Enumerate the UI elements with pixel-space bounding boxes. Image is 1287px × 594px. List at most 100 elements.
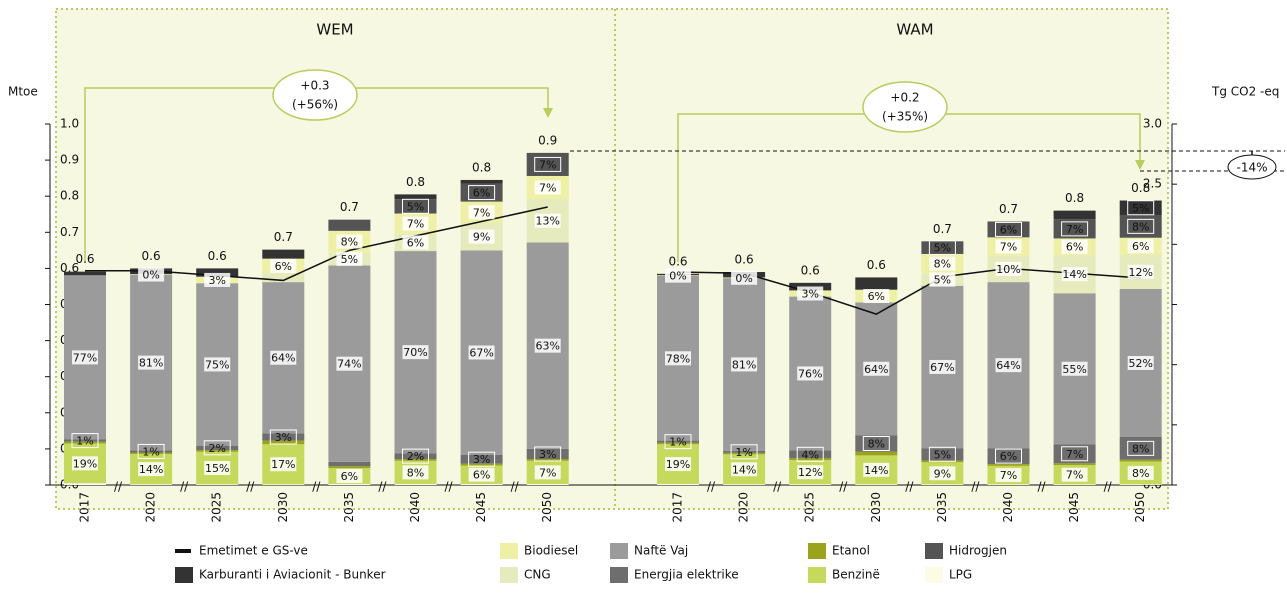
x-tick-label: 2025: [803, 492, 817, 523]
bar-segment: [394, 459, 437, 461]
bar-segment: [394, 483, 437, 485]
percent-label: 4%: [796, 446, 824, 462]
label-text: 12%: [1128, 266, 1152, 279]
bar-segment: [1053, 210, 1096, 220]
label-box: [203, 440, 231, 456]
bar-segment: [262, 484, 305, 485]
label-box: [995, 239, 1022, 254]
bar-segment: [987, 464, 1030, 466]
axis-break: //: [246, 480, 255, 494]
percent-label: 5%: [929, 272, 956, 287]
total-label: 0.8: [406, 175, 425, 189]
bar-segment: [1119, 214, 1162, 238]
y-axis-label: Mtoe: [8, 85, 38, 99]
percent-label: 74%: [336, 356, 363, 371]
bar-segment: [789, 458, 832, 461]
label-box: [534, 213, 561, 228]
label-box: [1127, 264, 1154, 279]
label-text: 2%: [407, 450, 424, 463]
label-text: 1%: [142, 445, 159, 458]
bar-segment: [723, 450, 766, 453]
label-text: 3%: [275, 431, 292, 444]
percent-label: 7%: [995, 468, 1022, 483]
bar-segment: [196, 449, 239, 452]
label-text: 9%: [934, 467, 951, 480]
label-box: [995, 358, 1022, 373]
label-text: 17%: [271, 458, 295, 471]
annotation: (+56%): [292, 98, 338, 112]
bar-segment: [460, 179, 503, 184]
label-box: [336, 468, 363, 483]
label-text: 8%: [341, 236, 358, 249]
label-box: [1061, 239, 1088, 254]
percent-label: 5%: [402, 198, 429, 214]
label-text: 2%: [208, 442, 225, 455]
bar-segment: [987, 221, 1030, 238]
bar-segment: [394, 194, 437, 200]
percent-label: 3%: [797, 286, 824, 301]
label-box: [402, 198, 429, 214]
label-box: [402, 465, 429, 480]
label-box: [468, 229, 495, 244]
legend-swatch: [610, 567, 628, 583]
label-text: 8%: [407, 466, 424, 479]
label-text: 81%: [732, 358, 756, 371]
label-box: [138, 267, 165, 282]
axis-break: //: [378, 480, 387, 494]
percent-label: 19%: [72, 456, 98, 471]
label-text: 5%: [934, 274, 951, 287]
label-box: [204, 357, 231, 372]
label-text: 3%: [539, 448, 556, 461]
percent-label: 8%: [1127, 218, 1155, 234]
label-text: 64%: [271, 352, 295, 365]
label-box: [1127, 239, 1154, 254]
label-text: 5%: [341, 253, 358, 266]
label-text: 7%: [1000, 241, 1017, 254]
bar-segment: [328, 483, 371, 485]
percent-label: 3%: [534, 446, 562, 462]
bar-segment: [64, 441, 106, 444]
percent-label: 67%: [929, 359, 956, 374]
label-text: 7%: [1000, 469, 1017, 482]
legend-swatch: [925, 567, 943, 583]
label-text: 5%: [934, 448, 951, 461]
label-text: 0%: [142, 269, 159, 282]
tick-label: 3.0: [1143, 117, 1162, 131]
label-box: [797, 465, 824, 480]
percent-label: 7%: [534, 180, 561, 195]
x-tick-label: 2020: [737, 492, 751, 523]
label-box: [731, 270, 758, 285]
x-tick-label: 2035: [342, 492, 356, 523]
label-text: 0%: [669, 270, 686, 283]
legend-label: LPG: [949, 568, 972, 582]
label-box: [402, 448, 429, 464]
bar-segment: [1053, 463, 1096, 466]
bar-segment: [723, 452, 766, 455]
label-box: [137, 443, 165, 459]
x-tick-label: 2020: [144, 492, 158, 523]
label-text: 81%: [139, 357, 163, 370]
percent-label: 3%: [468, 451, 496, 467]
axis-break: //: [971, 480, 980, 494]
percent-label: 1%: [137, 443, 165, 459]
axis-break: //: [905, 480, 914, 494]
label-text: 63%: [535, 340, 559, 353]
percent-label: 64%: [995, 358, 1022, 373]
bar-segment: [460, 183, 503, 202]
label-text: 76%: [798, 367, 822, 380]
percent-label: 10%: [995, 261, 1022, 276]
bar-segment: [394, 199, 437, 214]
total-label: 0.8: [1131, 181, 1150, 195]
label-text: 1%: [669, 436, 686, 449]
legend-swatch: [500, 543, 518, 559]
label-text: 70%: [403, 346, 427, 359]
label-text: 1%: [76, 435, 93, 448]
x-tick-label: 2050: [540, 492, 554, 523]
bar-segment: [196, 445, 239, 450]
bar-segment: [64, 483, 106, 485]
x-tick-label: 2035: [935, 492, 949, 523]
annotation-bubble: [1227, 154, 1277, 180]
label-box: [468, 205, 495, 220]
x-tick-label: 2030: [869, 492, 883, 523]
